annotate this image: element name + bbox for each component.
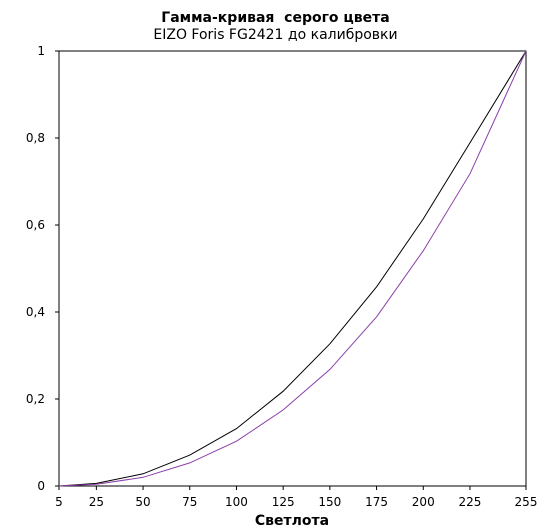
x-tick-label: 5 <box>55 495 63 509</box>
x-tick-label: 50 <box>135 495 150 509</box>
y-axis: 0 0,2 0,4 0,6 0,8 1 <box>26 44 59 493</box>
y-tick-label: 0 <box>37 479 45 493</box>
x-tick-label: 25 <box>89 495 104 509</box>
x-tick-label: 75 <box>182 495 197 509</box>
y-tick-label: 1 <box>37 44 45 58</box>
x-tick-label: 225 <box>459 495 482 509</box>
x-tick-label: 150 <box>318 495 341 509</box>
x-tick-label: 255 <box>515 495 538 509</box>
y-tick-label: 0,8 <box>26 131 45 145</box>
series-layer <box>58 50 527 487</box>
y-tick-label: 0,6 <box>26 218 45 232</box>
plot-frame <box>58 50 527 487</box>
series-line-2 <box>58 50 527 487</box>
x-tick-label: 100 <box>225 495 248 509</box>
chart-title: Гамма-кривая серого цвета <box>161 10 390 26</box>
x-tick-label: 200 <box>412 495 435 509</box>
y-tick-label: 0,4 <box>26 305 45 319</box>
chart-subtitle: EIZO Foris FG2421 до калибровки <box>153 27 398 43</box>
x-tick-label: 175 <box>365 495 388 509</box>
y-tick-label: 0,2 <box>26 392 45 406</box>
series-line-1 <box>58 50 527 487</box>
x-axis: 5 25 50 75 100 125 150 175 200 225 255 <box>55 486 537 509</box>
x-axis-label: Светлота <box>255 513 329 529</box>
x-tick-label: 125 <box>272 495 295 509</box>
